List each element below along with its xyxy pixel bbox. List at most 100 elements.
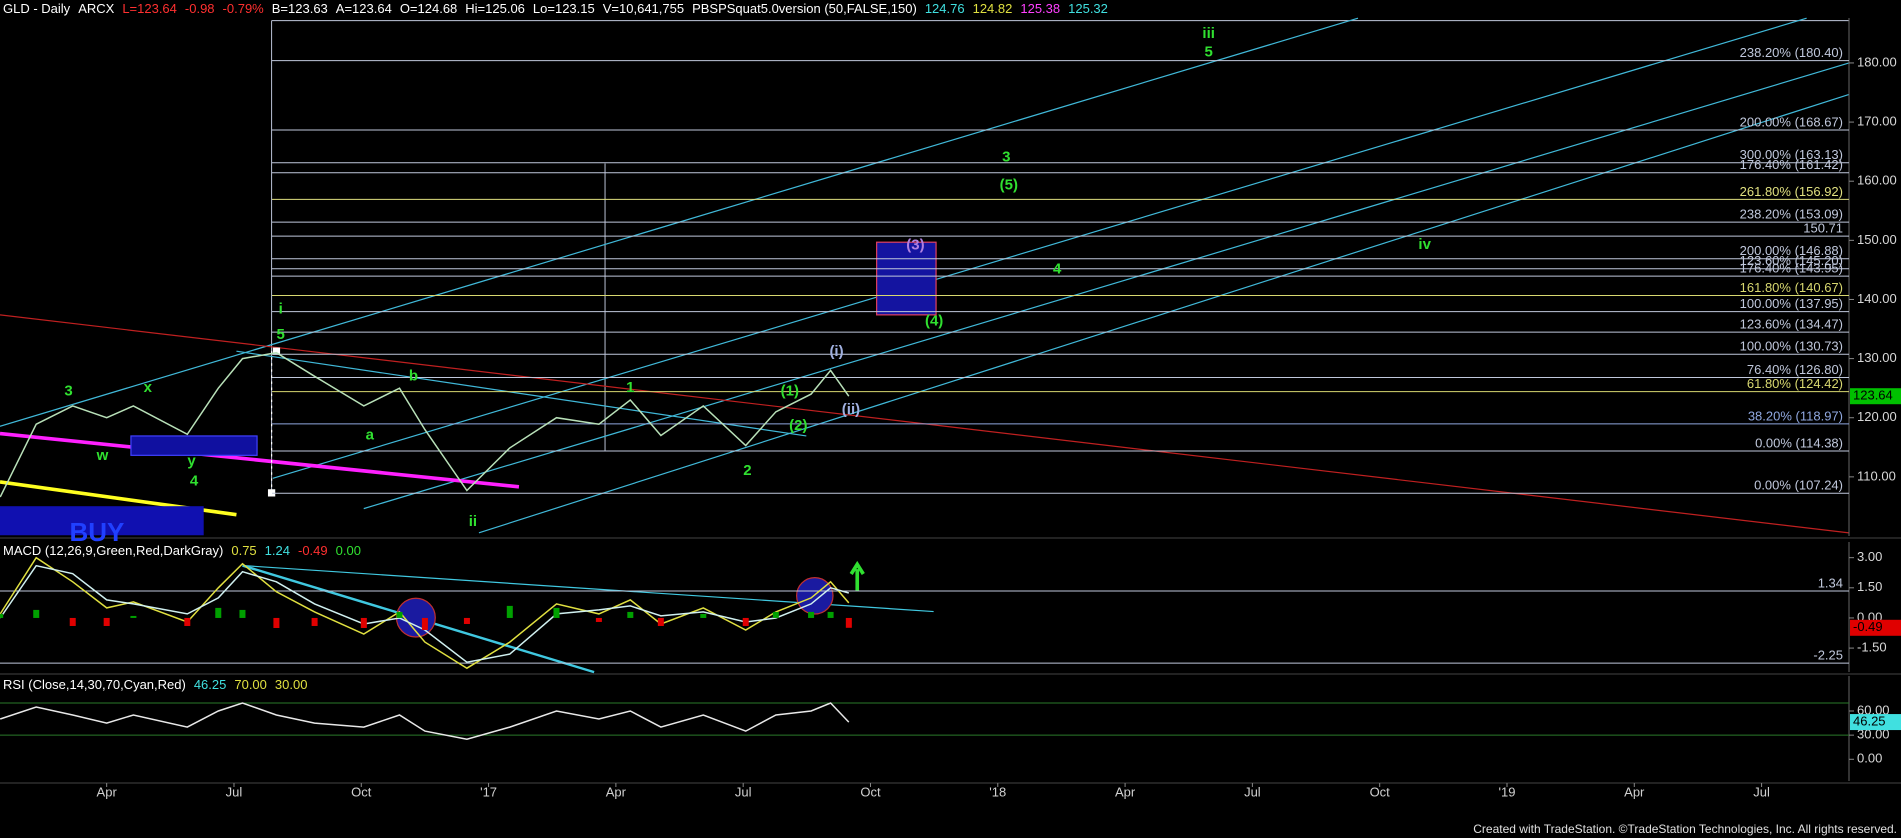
histogram-bar	[627, 611, 634, 618]
level-label: 0.00% (114.38)	[1755, 435, 1843, 450]
header-item: 0.00	[335, 543, 361, 558]
header-item: Hi=125.06	[465, 1, 525, 16]
wave-label: (2)	[789, 417, 807, 434]
histogram-bar	[311, 617, 318, 626]
histogram-bar	[239, 609, 246, 618]
y-tick-label: 160.00	[1857, 173, 1897, 188]
panel-header: MACD (12,26,9,Green,Red,DarkGray) 0.75 1.2…	[3, 543, 361, 558]
level-label: 150.71	[1803, 221, 1843, 236]
histogram-bar	[808, 611, 815, 618]
histogram-bar	[553, 607, 560, 618]
header-item: 1.24	[264, 543, 290, 558]
last-value-badge	[1850, 714, 1901, 731]
header-item: -0.49	[297, 543, 328, 558]
level-label: 100.00% (137.95)	[1740, 296, 1843, 311]
header-item: B=123.63	[271, 1, 328, 16]
header-item: 70.00	[234, 677, 267, 692]
wave-label: b	[409, 367, 418, 384]
last-value-badge	[1850, 619, 1901, 636]
wave-label: 3	[64, 383, 72, 400]
histogram-bar	[130, 615, 137, 618]
wave-label: x	[144, 379, 153, 396]
drawings	[0, 17, 1850, 674]
header-item: 125.38	[1020, 1, 1061, 16]
x-tick-label: Apr	[606, 784, 627, 799]
level-label: 61.80% (124.42)	[1747, 376, 1843, 391]
buy-box	[0, 506, 204, 536]
wave-label: ii	[469, 513, 477, 530]
y-tick-label: 110.00	[1857, 468, 1896, 483]
wave-label: BUY	[69, 517, 124, 547]
wave-label: 2	[743, 462, 751, 479]
target-box	[876, 241, 937, 316]
x-tick-label: Apr	[1115, 784, 1136, 799]
header-item: Lo=123.15	[532, 1, 595, 16]
pivot-marker	[272, 347, 281, 355]
x-tick-label: Apr	[97, 784, 118, 799]
header-item: -0.98	[184, 1, 215, 16]
price-line	[0, 351, 850, 498]
wave-label: (5)	[1000, 176, 1018, 193]
last-value-badge	[1850, 388, 1901, 405]
histogram-bar	[845, 617, 852, 628]
header-item: 125.32	[1068, 1, 1108, 16]
x-tick-label: Apr	[1624, 784, 1645, 799]
x-tick-label: Oct	[860, 784, 881, 799]
histogram-bar	[103, 617, 110, 626]
level-label: 0.00% (107.24)	[1754, 478, 1843, 493]
level-label: 123.60% (134.47)	[1740, 317, 1843, 332]
right-axis-area	[1849, 0, 1901, 838]
last-value-label: -0.49	[1853, 619, 1883, 634]
histogram-bar	[69, 617, 76, 626]
price-line	[0, 702, 850, 740]
header-item: RSI (Close,14,30,70,Cyan,Red)	[3, 677, 186, 692]
y-tick-label: -1.50	[1857, 640, 1887, 655]
level-label: 1.34	[1818, 575, 1843, 590]
wave-label: 1	[626, 379, 634, 396]
level-label: 200.00% (168.67)	[1740, 114, 1843, 129]
x-tick-label: Jul	[226, 784, 243, 799]
y-tick-label: 120.00	[1857, 409, 1897, 424]
last-value-label: 46.25	[1853, 714, 1886, 729]
histogram-bar	[0, 613, 4, 618]
wave-label: iv	[1418, 236, 1431, 253]
wave-label: a	[366, 426, 375, 443]
level-label: 176.40% (143.95)	[1740, 261, 1843, 276]
x-tick-label: '17	[480, 784, 497, 799]
wave-label: y	[187, 452, 196, 469]
level-label: 200.00% (146.88)	[1740, 243, 1843, 258]
histogram-bar	[463, 617, 470, 624]
x-tick-label: Jul	[1753, 784, 1770, 799]
header-item: 124.82	[972, 1, 1013, 16]
histogram-bar	[215, 607, 222, 618]
header-item: 30.00	[274, 677, 308, 692]
wave-label: (i)	[829, 343, 843, 360]
header-item: 46.25	[193, 677, 227, 692]
wave-label: w	[96, 447, 109, 464]
x-tick-label: Jul	[1244, 784, 1261, 799]
header-item: V=10,641,755	[602, 1, 685, 16]
header-item: GLD - Daily	[3, 1, 71, 16]
histogram-bar	[396, 611, 403, 618]
up-arrow	[849, 560, 865, 591]
x-tick-label: Oct	[351, 784, 372, 799]
level-label: 100.00% (130.73)	[1740, 339, 1843, 354]
y-tick-label: 180.00	[1857, 54, 1897, 69]
channel-line	[478, 93, 1850, 534]
y-tick-label: 60.00	[1857, 702, 1890, 717]
level-label: 261.80% (156.92)	[1740, 184, 1843, 199]
wave-label: 5	[276, 326, 284, 343]
level-label: 161.80% (140.67)	[1740, 280, 1843, 295]
panel-header: GLD - Daily ARCX L=123.64 -0.98 -0.79% B=123.…	[3, 1, 1108, 16]
histogram-bar	[33, 609, 40, 618]
wave-label: i	[279, 300, 283, 317]
histogram-bar	[273, 617, 280, 628]
header-item: L=123.64	[122, 1, 177, 16]
wave-label: (ii)	[842, 401, 860, 418]
header-item: A=123.64	[335, 1, 392, 16]
pivot-marker	[267, 489, 276, 497]
level-label: 176.40% (161.42)	[1740, 157, 1843, 172]
wave-label: 5	[1205, 43, 1213, 60]
